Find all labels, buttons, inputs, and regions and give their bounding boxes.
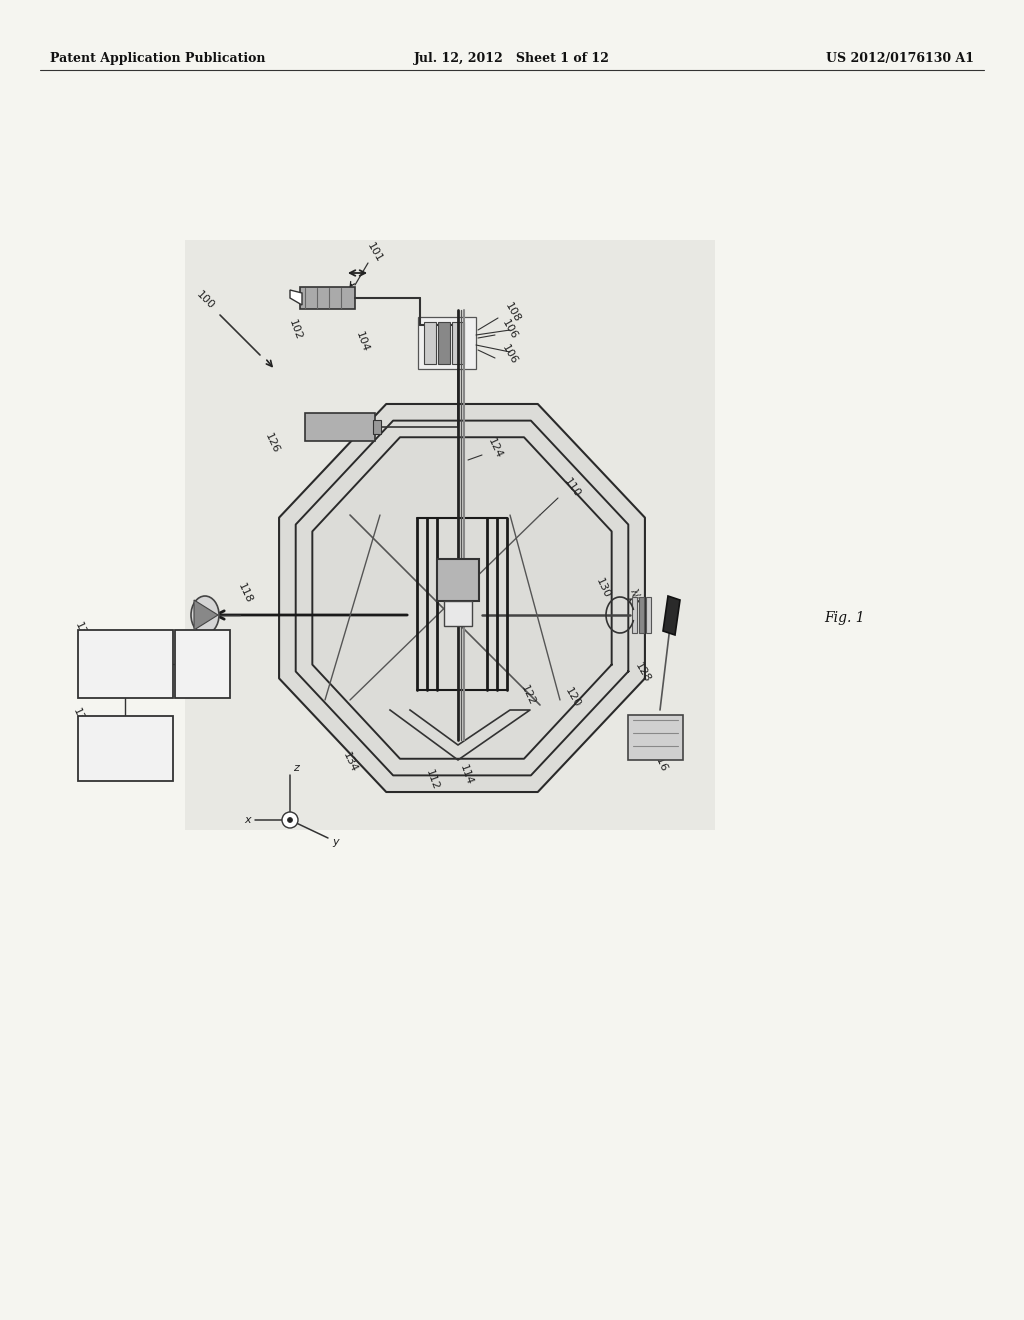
Text: Jul. 12, 2012   Sheet 1 of 12: Jul. 12, 2012 Sheet 1 of 12 bbox=[414, 51, 610, 65]
Text: Spectrum
analyzer: Spectrum analyzer bbox=[99, 737, 151, 759]
Bar bbox=[424, 322, 436, 364]
Bar bbox=[628, 715, 683, 760]
Text: 128: 128 bbox=[634, 661, 652, 685]
Polygon shape bbox=[194, 601, 218, 630]
Text: y: y bbox=[333, 837, 339, 847]
Bar bbox=[373, 420, 381, 434]
Bar bbox=[437, 558, 479, 601]
Text: x: x bbox=[245, 814, 251, 825]
Polygon shape bbox=[663, 597, 680, 635]
Text: 130: 130 bbox=[594, 577, 612, 599]
Text: 108: 108 bbox=[504, 301, 522, 325]
Text: 132: 132 bbox=[73, 620, 91, 644]
Text: 118: 118 bbox=[236, 581, 254, 605]
Bar bbox=[418, 317, 476, 370]
Text: 124: 124 bbox=[486, 436, 504, 459]
Text: 104: 104 bbox=[353, 330, 371, 354]
Text: 100: 100 bbox=[194, 289, 216, 312]
Bar bbox=[175, 630, 230, 698]
Bar bbox=[305, 413, 375, 441]
Text: 114: 114 bbox=[458, 763, 474, 787]
Text: 101: 101 bbox=[366, 242, 385, 264]
Text: z: z bbox=[293, 763, 299, 774]
Text: 126: 126 bbox=[263, 432, 281, 454]
Bar bbox=[444, 601, 472, 626]
Text: 120: 120 bbox=[563, 686, 583, 710]
Bar bbox=[78, 630, 173, 698]
Text: 134: 134 bbox=[341, 750, 359, 774]
Bar bbox=[78, 715, 173, 781]
Bar bbox=[300, 286, 355, 309]
Circle shape bbox=[288, 817, 293, 822]
Bar bbox=[452, 322, 464, 364]
Text: 116: 116 bbox=[651, 750, 669, 774]
Text: 102: 102 bbox=[287, 318, 303, 342]
Text: Fig. 1: Fig. 1 bbox=[824, 611, 865, 624]
Polygon shape bbox=[290, 290, 302, 305]
Bar bbox=[438, 322, 450, 364]
Text: US 2012/0176130 A1: US 2012/0176130 A1 bbox=[826, 51, 974, 65]
Text: 106: 106 bbox=[501, 318, 519, 342]
Bar bbox=[632, 597, 637, 634]
Text: λ/4: λ/4 bbox=[629, 587, 644, 605]
Polygon shape bbox=[280, 404, 645, 792]
Text: 112: 112 bbox=[424, 768, 440, 792]
Text: Lock-in
amplifier: Lock-in amplifier bbox=[101, 645, 148, 667]
Ellipse shape bbox=[191, 597, 219, 634]
Text: 106: 106 bbox=[501, 343, 519, 367]
Text: 136: 136 bbox=[71, 706, 89, 730]
Text: DAQ: DAQ bbox=[190, 659, 214, 669]
Bar bbox=[639, 597, 644, 634]
Text: 122: 122 bbox=[519, 684, 537, 706]
Bar bbox=[646, 597, 651, 634]
Text: 110: 110 bbox=[562, 477, 582, 499]
Text: Patent Application Publication: Patent Application Publication bbox=[50, 51, 265, 65]
Bar bbox=[185, 240, 715, 830]
Circle shape bbox=[282, 812, 298, 828]
